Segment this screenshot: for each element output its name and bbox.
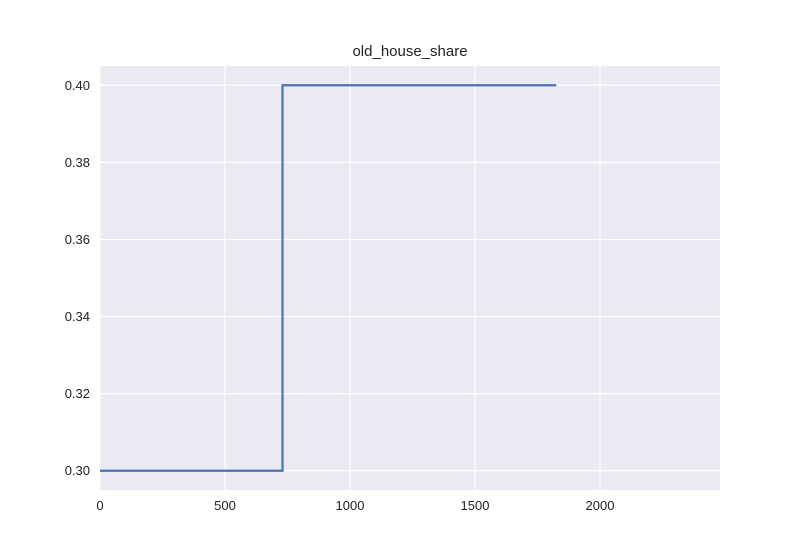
plot-area	[100, 66, 720, 490]
y-tick-label: 0.34	[65, 309, 90, 324]
y-tick-label: 0.32	[65, 386, 90, 401]
series-group	[100, 84, 557, 472]
x-tick-label: 1500	[461, 498, 490, 513]
series-line	[100, 84, 557, 472]
x-axis-ticks: 0 500 1000 1500 2000	[96, 498, 614, 513]
y-tick-label: 0.30	[65, 463, 90, 478]
y-tick-label: 0.40	[65, 78, 90, 93]
x-tick-label: 1000	[336, 498, 365, 513]
y-axis-ticks: 0.30 0.32 0.34 0.36 0.38 0.40	[65, 78, 90, 478]
x-tick-label: 500	[214, 498, 236, 513]
x-tick-label: 2000	[586, 498, 615, 513]
grid-lines	[99, 66, 720, 490]
chart-title: old_house_share	[352, 43, 468, 60]
y-tick-label: 0.38	[65, 155, 90, 170]
y-tick-label: 0.36	[65, 232, 90, 247]
x-tick-label: 0	[96, 498, 103, 513]
